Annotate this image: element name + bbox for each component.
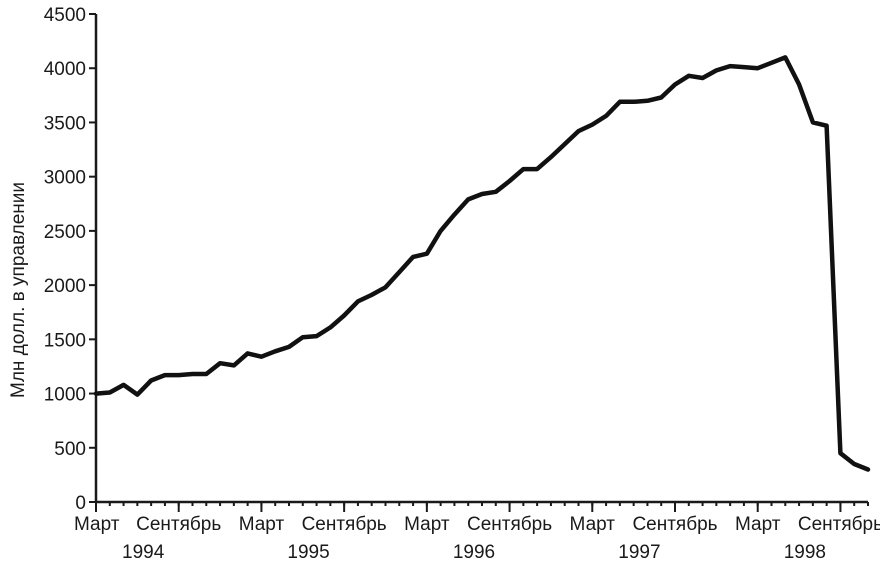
x-year-label: 1997 [618,542,660,563]
x-tick-label: Март [239,514,285,535]
y-tick-label: 4000 [44,59,86,80]
y-tick-label: 1500 [44,330,86,351]
y-tick-label: 2500 [44,222,86,243]
y-tick-label: 500 [54,439,86,460]
x-year-label: 1996 [453,542,495,563]
x-year-label: 1998 [784,542,826,563]
x-tick-label: Март [735,514,781,535]
x-tick-label: Сентябрь [136,514,221,535]
y-tick-label: 2000 [44,276,86,297]
x-tick-label: Сентябрь [302,514,387,535]
x-tick-label: Сентябрь [632,514,717,535]
x-tick-label: Март [570,514,616,535]
series-line-0 [93,55,871,472]
x-tick-label: Сентябрь [798,514,880,535]
series-area [93,55,871,472]
y-tick-label: 4500 [44,5,86,26]
x-tick-label: Март [404,514,450,535]
y-axis-title: Млн долл. в управлении [8,182,29,398]
y-tick-label: 0 [75,493,86,514]
y-tick-label: 3500 [44,113,86,134]
y-axis: 0 500 1000 1500 2000 2500 3000 3500 4000 4500 [44,5,98,514]
x-tick-label: Март [74,514,120,535]
x-year-label: 1995 [287,542,329,563]
x-year-label: 1994 [122,542,165,563]
y-tick-label: 3000 [44,168,86,189]
x-axis: Март Сентябрь Март Сентябрь Март Сентябрь Март… [74,500,880,563]
x-tick-label: Сентябрь [467,514,552,535]
y-tick-label: 1000 [44,385,86,406]
